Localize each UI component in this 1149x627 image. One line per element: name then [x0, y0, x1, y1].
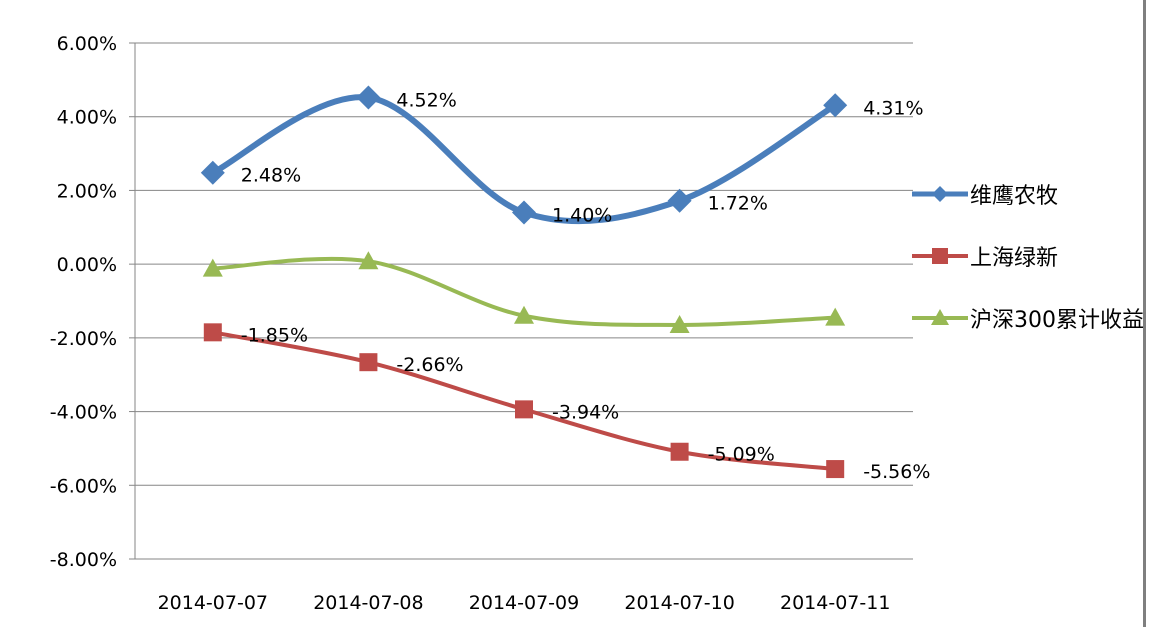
- y-tick-label: -2.00%: [50, 328, 117, 350]
- legend-label: 上海绿新: [970, 246, 1059, 271]
- series-group: [200, 85, 848, 479]
- data-label: -3.94%: [552, 401, 619, 423]
- data-point-square: [515, 400, 533, 419]
- legend-swatch-square: [912, 248, 968, 264]
- data-label: 1.40%: [552, 205, 612, 227]
- y-tick-label: 4.00%: [57, 107, 117, 129]
- x-tick-label: 2014-07-11: [780, 592, 890, 614]
- y-tick-label: -6.00%: [50, 475, 117, 497]
- data-label: 4.31%: [863, 97, 923, 119]
- x-axis: 2014-07-07 2014-07-08 2014-07-09 2014-07-10…: [158, 592, 891, 614]
- legend-swatch-diamond: [912, 186, 968, 202]
- data-label: -2.66%: [396, 354, 463, 376]
- data-label: -5.56%: [863, 461, 930, 483]
- data-point-diamond: [356, 85, 381, 110]
- data-label: 1.72%: [708, 193, 768, 215]
- y-tick-label: -8.00%: [50, 549, 117, 571]
- x-tick-label: 2014-07-09: [469, 592, 579, 614]
- data-point-triangle: [358, 251, 379, 270]
- chart-frame-border: [1143, 0, 1146, 627]
- data-label: 4.52%: [396, 90, 456, 112]
- data-label: 2.48%: [241, 165, 301, 187]
- legend-item-series-1: 维鹰农牧: [910, 170, 1145, 232]
- data-label: -5.09%: [708, 444, 775, 466]
- legend-item-series-3: 沪深300累计收益: [910, 294, 1145, 356]
- x-tick-label: 2014-07-10: [624, 592, 734, 614]
- y-tick-label: 6.00%: [57, 33, 117, 55]
- data-label: -1.85%: [241, 324, 308, 346]
- y-tick-label: 0.00%: [57, 254, 117, 276]
- x-tick-label: 2014-07-07: [158, 592, 268, 614]
- y-tick-label: -4.00%: [50, 402, 117, 424]
- y-axis: 6.00% 4.00% 2.00% 0.00% -2.00% -4.00% -6.00% -8…: [50, 33, 136, 571]
- legend-label: 沪深300累计收益: [970, 308, 1144, 333]
- data-point-triangle: [825, 307, 846, 326]
- data-point-triangle: [514, 305, 534, 324]
- data-point-diamond: [200, 160, 225, 185]
- data-point-square: [203, 323, 222, 342]
- legend-label: 维鹰农牧: [970, 184, 1059, 209]
- data-point-square: [359, 353, 378, 372]
- data-point-triangle: [669, 314, 690, 333]
- data-point-diamond: [823, 93, 848, 118]
- gridlines: [135, 42, 913, 560]
- legend-swatch-triangle: [912, 309, 968, 325]
- data-labels: 2.48% 4.52% 1.40% 1.72% 4.31% -1.85% -2.66% -3.…: [241, 90, 931, 484]
- legend: 维鹰农牧 上海绿新 沪深300累计收益: [910, 170, 1145, 356]
- y-tick-label: 2.00%: [57, 180, 117, 202]
- data-point-diamond: [512, 200, 536, 225]
- data-point-triangle: [202, 258, 223, 277]
- data-point-square: [826, 460, 845, 479]
- x-tick-label: 2014-07-08: [313, 592, 423, 614]
- data-point-square: [670, 442, 689, 461]
- data-point-diamond: [667, 188, 692, 213]
- legend-item-series-2: 上海绿新: [910, 232, 1145, 294]
